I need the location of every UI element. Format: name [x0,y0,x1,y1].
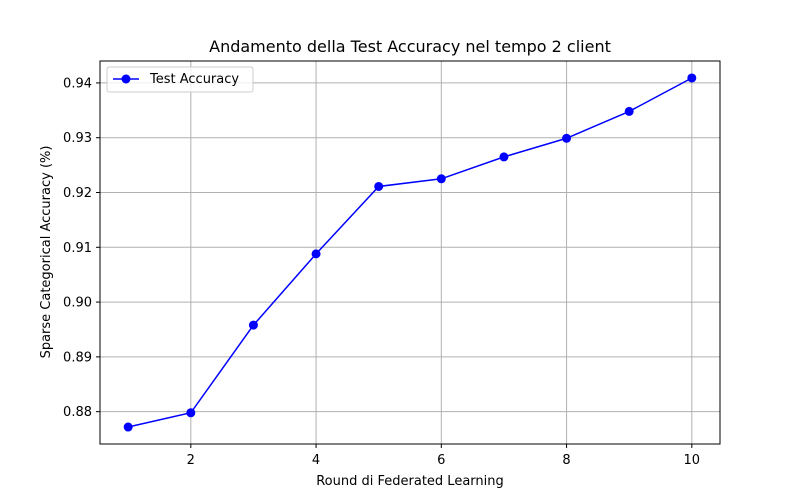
y-tick-label: 0.92 [63,186,92,201]
x-tick-label: 10 [684,453,701,468]
data-point [311,249,321,259]
data-point [624,106,634,116]
data-point [374,181,384,191]
data-point [562,133,572,143]
data-point [436,174,446,184]
legend: Test Accuracy [106,66,254,93]
grid [100,61,720,444]
y-tick-label: 0.89 [63,350,92,365]
y-axis-label: Sparse Categorical Accuracy (%) [39,146,54,359]
y-tick-label: 0.90 [63,296,92,311]
ticks: 2 4 6 8 10 0.88 0.89 0.90 0.91 0.92 0.93 0.94 [63,76,700,468]
chart-title: Andamento della Test Accuracy nel tempo … [209,37,611,56]
y-tick-label: 0.94 [63,76,92,91]
data-point [248,320,258,330]
y-tick-label: 0.88 [63,405,92,420]
legend-box [106,66,254,93]
data-point [186,408,196,418]
legend-marker [121,74,131,84]
data-point [499,152,509,162]
series [123,73,697,432]
plot-frame [99,60,721,445]
legend-label: Test Accuracy [149,72,239,87]
y-tick-label: 0.93 [63,131,92,146]
x-tick-label: 4 [312,453,320,468]
x-tick-label: 8 [562,453,570,468]
series-line [128,77,693,428]
x-tick-label: 2 [187,453,195,468]
x-axis-label: Round di Federated Learning [316,474,504,489]
data-point [687,73,697,83]
x-tick-label: 6 [437,453,445,468]
data-point [123,422,133,432]
y-tick-label: 0.91 [63,241,92,256]
